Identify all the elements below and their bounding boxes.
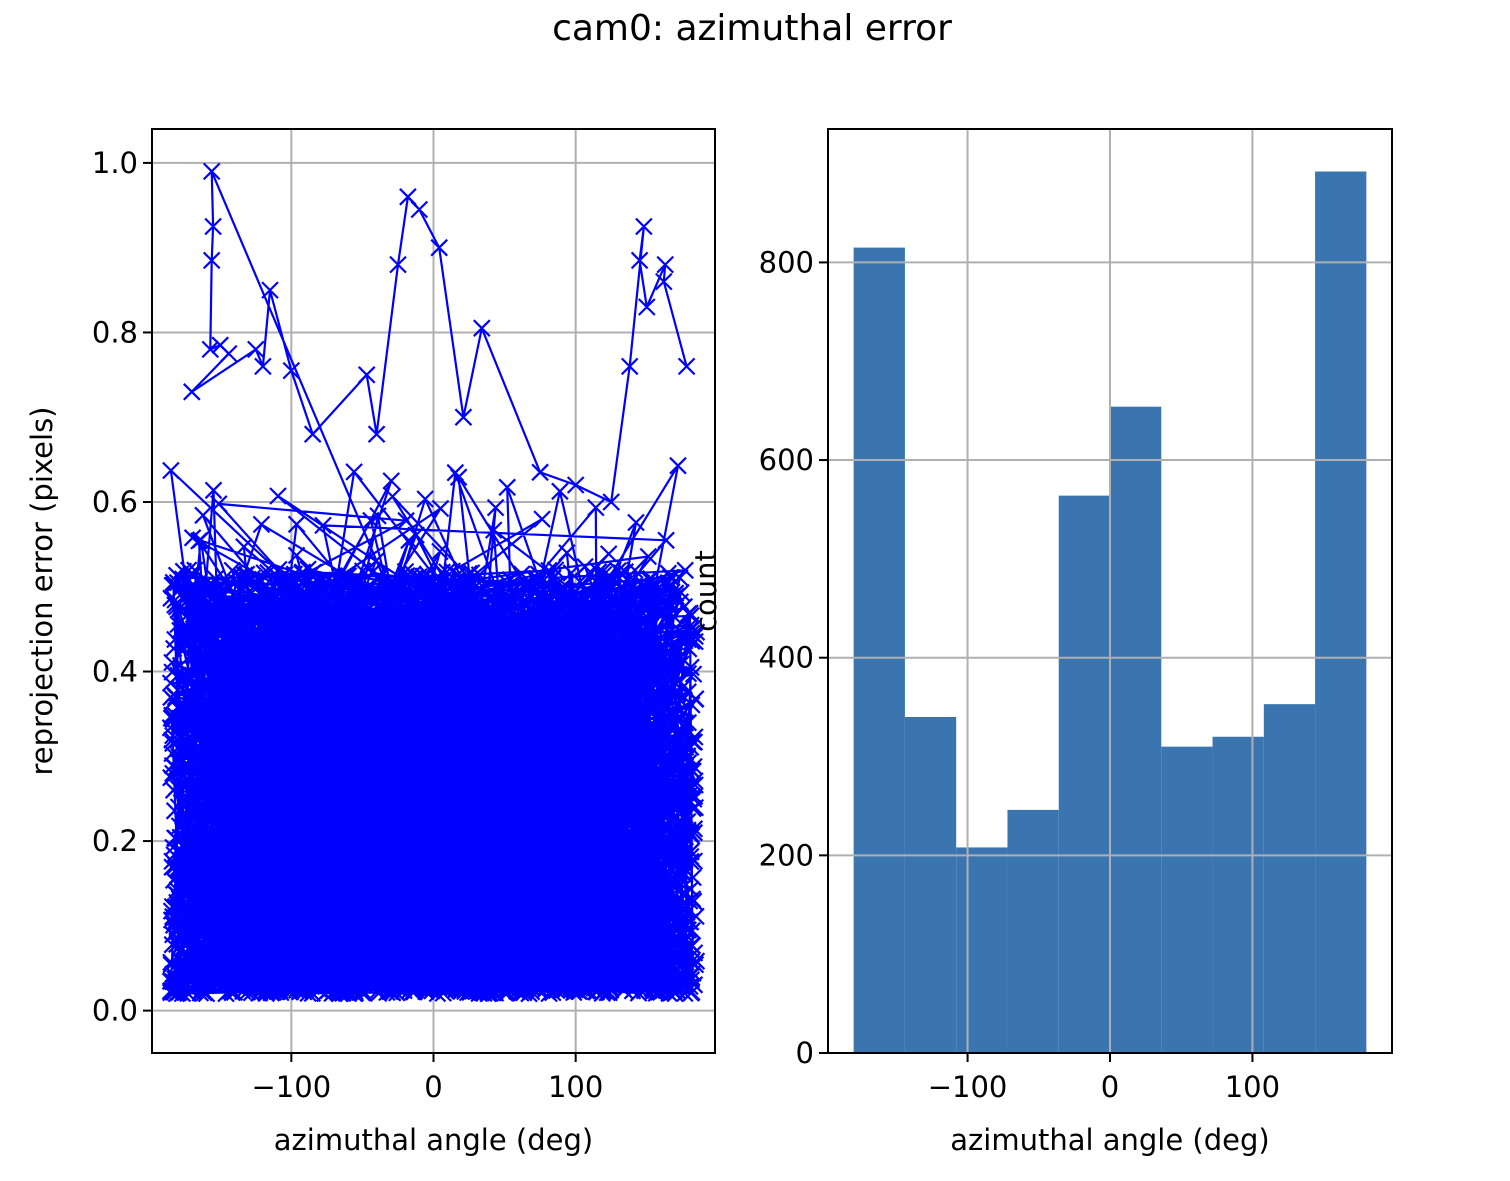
scatter-x-axis-label: azimuthal angle (deg): [274, 1123, 593, 1157]
histogram-bars: [853, 171, 1367, 1054]
histogram-bar: [853, 247, 905, 1053]
histogram-y-tick-label: 600: [759, 443, 814, 477]
histogram-y-axis-label: count: [689, 550, 723, 632]
scatter-y-tick-label: 0.0: [92, 994, 138, 1028]
histogram-bar: [1110, 406, 1162, 1054]
scatter-x-tick-label: −100: [252, 1070, 332, 1104]
histogram-y-tick-label: 800: [759, 245, 814, 279]
scatter-series: [161, 162, 706, 1003]
histogram-x-tick-label: 100: [1225, 1070, 1280, 1104]
histogram-axes: −100 0 100 0 200 400 600 800 azimuthal angle (d…: [689, 128, 1393, 1157]
histogram-bar: [1315, 171, 1367, 1053]
scatter-x-tick-label: 100: [548, 1070, 603, 1104]
histogram-bar: [1212, 736, 1264, 1053]
histogram-bar: [1161, 746, 1213, 1053]
scatter-y-tick-label: 0.6: [92, 485, 138, 519]
scatter-ticks: −100 0 100 0.0 0.2 0.4 0.6 0.8 1.0: [92, 146, 603, 1104]
scatter-y-axis-label: reprojection error (pixels): [25, 407, 59, 776]
scatter-x-tick-label: 0: [424, 1070, 442, 1104]
scatter-y-tick-label: 0.8: [92, 315, 138, 349]
histogram-bar: [1058, 495, 1110, 1054]
histogram-bar: [1263, 704, 1316, 1053]
histogram-x-tick-label: −100: [928, 1070, 1008, 1104]
histogram-bar: [956, 847, 1008, 1053]
histogram-bar: [904, 717, 957, 1053]
histogram-y-tick-label: 400: [759, 641, 814, 675]
histogram-x-tick-label: 0: [1101, 1070, 1119, 1104]
histogram-ticks: −100 0 100 0 200 400 600 800: [759, 245, 1280, 1104]
histogram-y-tick-label: 0: [796, 1036, 814, 1070]
scatter-y-tick-label: 0.2: [92, 824, 138, 858]
histogram-grid: [828, 129, 1392, 1053]
scatter-y-tick-label: 1.0: [92, 146, 138, 180]
figure-title: cam0: azimuthal error: [552, 8, 952, 49]
scatter-axes: −100 0 100 0.0 0.2 0.4 0.6 0.8 1.0 azimuthal ang…: [25, 128, 716, 1157]
histogram-bar: [1007, 809, 1059, 1053]
histogram-y-tick-label: 200: [759, 838, 814, 872]
scatter-markers: [161, 162, 706, 1003]
scatter-y-tick-label: 0.4: [92, 655, 138, 689]
histogram-x-axis-label: azimuthal angle (deg): [950, 1123, 1269, 1157]
